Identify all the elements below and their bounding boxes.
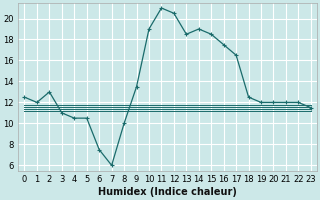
X-axis label: Humidex (Indice chaleur): Humidex (Indice chaleur) — [98, 187, 237, 197]
